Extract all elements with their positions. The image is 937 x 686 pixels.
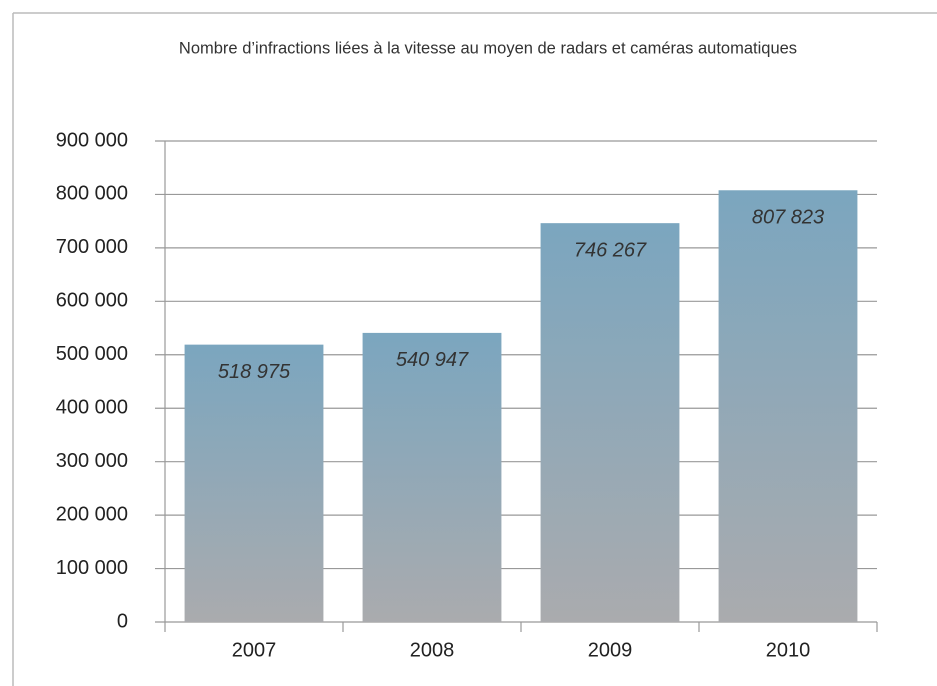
data-label: 807 823 [752,207,824,229]
x-tick-label: 2009 [588,639,633,661]
x-tick-label: 2010 [766,639,811,661]
y-tick-label: 900 000 [56,129,128,151]
y-tick-label: 0 [117,610,128,632]
y-tick-label: 100 000 [56,557,128,579]
chart-title: Nombre d’infractions liées à la vitesse … [179,39,797,57]
bar [362,332,502,622]
y-tick-label: 600 000 [56,290,128,312]
y-tick-label: 400 000 [56,397,128,419]
y-tick-label: 800 000 [56,183,128,205]
x-tick-label: 2008 [410,639,455,661]
data-label: 540 947 [396,349,469,371]
y-tick-label: 500 000 [56,343,128,365]
y-tick-label: 300 000 [56,450,128,472]
bar [184,344,324,622]
bar [718,190,858,622]
data-label: 518 975 [218,361,291,383]
data-label: 746 267 [574,239,647,261]
bar [540,223,680,622]
y-tick-label: 700 000 [56,236,128,258]
y-tick-label: 200 000 [56,503,128,525]
x-tick-label: 2007 [232,639,277,661]
